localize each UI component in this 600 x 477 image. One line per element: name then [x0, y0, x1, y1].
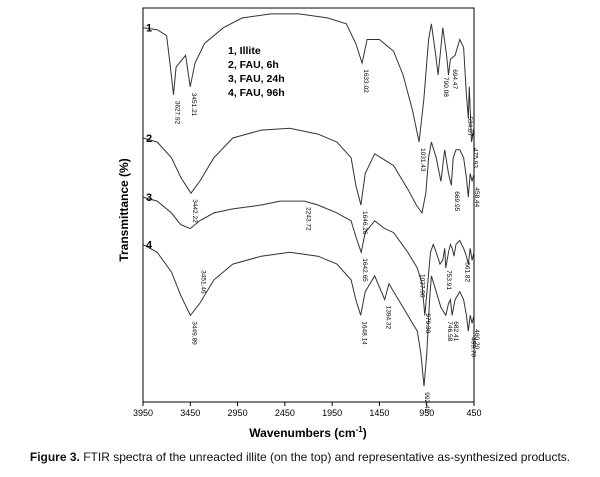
peak-label: 1646.26 [361, 211, 368, 235]
peak-label: 1648.14 [361, 321, 368, 345]
peak-label: 534.07 [466, 116, 473, 136]
x-tick-label: 450 [466, 408, 481, 418]
peak-label: 992.42 [423, 392, 430, 412]
x-tick-label: 3950 [133, 408, 153, 418]
spectrum-line-1 [142, 13, 475, 143]
peak-label: 3449.89 [190, 321, 197, 345]
peak-label: 458.44 [473, 187, 480, 207]
peak-label: 979.30 [424, 313, 431, 333]
y-axis-title: Transmittance (%) [117, 158, 131, 261]
peak-label: 499.70 [469, 337, 476, 357]
peak-label: 1642.65 [361, 258, 368, 282]
series-number-label: 1 [146, 23, 152, 35]
x-tick-label: 1950 [322, 408, 342, 418]
peak-label: 694.47 [451, 69, 458, 89]
peak-label: 3627.92 [174, 101, 181, 125]
spectrum-line-2 [142, 127, 475, 215]
peak-label: 682.41 [452, 321, 459, 341]
peak-label: 460.20 [473, 329, 480, 349]
peak-label: 3442.22 [191, 199, 198, 223]
ftir-chart: 3950 3450 2950 2450 1950 1450 950 450 1 3627.92 3… [117, 7, 482, 440]
x-tick-label: 950 [419, 408, 434, 418]
peak-label: 475.93 [472, 148, 479, 168]
x-tick-label: 3450 [180, 408, 200, 418]
series-number-label: 3 [146, 192, 152, 204]
peak-label: 790.08 [442, 77, 449, 97]
x-tick-label: 2450 [275, 408, 295, 418]
x-tick-label: 2950 [228, 408, 248, 418]
series-number-label: 4 [146, 239, 153, 251]
peak-label: 746.58 [446, 321, 453, 341]
peak-label: 3451.21 [190, 93, 197, 117]
peak-label: 669.95 [453, 191, 460, 211]
peak-label: 1633.02 [362, 69, 369, 93]
peak-label: 3451.46 [200, 270, 207, 294]
spectrum-line-3 [142, 196, 475, 316]
x-axis-title: Wavenumbers (cm-1) [249, 425, 366, 440]
legend-entry: 3, FAU, 24h [228, 73, 285, 85]
peak-label: 1394.32 [385, 306, 392, 330]
peak-label: 1037.96 [418, 274, 425, 298]
caption-text: FTIR spectra of the unreacted illite (on… [83, 450, 571, 464]
peak-label: 2243.72 [304, 207, 311, 231]
figure-caption: Figure 3. FTIR spectra of the unreacted … [0, 450, 600, 464]
peak-label: 561.82 [463, 262, 470, 282]
spectrum-line-4 [142, 243, 475, 387]
legend-entry: 2, FAU, 6h [228, 59, 279, 71]
plot-frame [142, 7, 475, 403]
series-number-label: 2 [146, 133, 152, 145]
legend-entry: 1, Illite [228, 45, 261, 57]
caption-label: Figure 3. [29, 450, 80, 464]
x-tick-label: 1450 [369, 408, 389, 418]
peak-label: 753.91 [445, 270, 452, 290]
legend-entry: 4, FAU, 96h [228, 87, 285, 99]
peak-label: 1031.43 [419, 148, 426, 172]
